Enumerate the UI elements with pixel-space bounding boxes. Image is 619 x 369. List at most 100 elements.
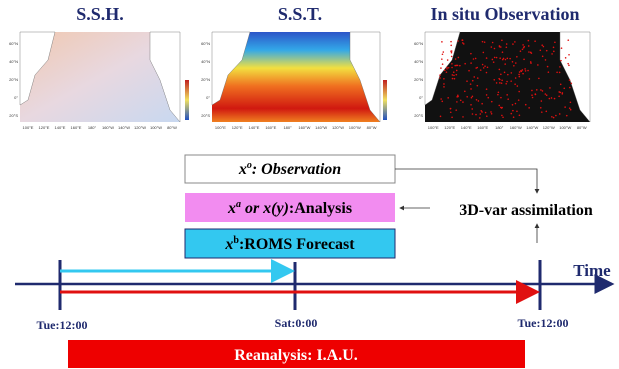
map-x-label: 100°E — [23, 125, 34, 130]
obs-dot — [457, 65, 459, 67]
obs-dot — [450, 50, 452, 52]
obs-dot — [442, 63, 444, 65]
panel-title: S.S.H. — [76, 4, 124, 24]
obs-dot — [567, 39, 569, 41]
obs-dot — [513, 65, 515, 67]
obs-dot — [563, 88, 565, 90]
obs-dot — [456, 70, 458, 72]
obs-dot — [480, 69, 482, 71]
obs-dot — [498, 105, 500, 107]
obs-dot — [486, 94, 488, 96]
obs-dot — [512, 110, 514, 112]
map-x-label: 140°W — [526, 125, 538, 130]
obs-dot — [547, 66, 549, 68]
map-y-label: 20°S — [201, 113, 210, 118]
obs-dot — [439, 74, 441, 76]
obs-dot — [451, 56, 453, 58]
obs-dot — [475, 58, 477, 60]
obs-dot — [477, 77, 479, 79]
obs-dot — [523, 47, 525, 49]
obs-dot — [441, 41, 443, 43]
obs-dot — [551, 116, 553, 118]
obs-dot — [501, 82, 503, 84]
obs-dot — [504, 63, 506, 65]
map-x-label: 140°W — [315, 125, 327, 130]
obs-dot — [567, 63, 569, 65]
obs-dot — [534, 93, 536, 95]
obs-dot — [519, 114, 521, 116]
obs-dot — [442, 51, 444, 53]
map-x-label: 120°E — [444, 125, 455, 130]
obs-dot — [472, 113, 474, 115]
obs-dot — [446, 71, 448, 73]
map-y-label: 0° — [419, 95, 423, 100]
obs-dot — [545, 111, 547, 113]
obs-dot — [545, 59, 547, 61]
obs-dot — [485, 112, 487, 114]
obs-dot — [452, 78, 454, 80]
obs-dot — [440, 98, 442, 100]
obs-dot — [541, 100, 543, 102]
obs-arrow — [395, 169, 537, 193]
obs-dot — [450, 45, 452, 47]
obs-dot — [457, 40, 459, 42]
obs-dot — [546, 50, 548, 52]
obs-dot — [451, 63, 453, 65]
obs-dot — [443, 86, 445, 88]
obs-dot — [506, 94, 508, 96]
obs-dot — [482, 41, 484, 43]
obs-dot — [562, 93, 564, 95]
obs-dot — [506, 81, 508, 83]
obs-dot — [507, 98, 509, 100]
obs-dot — [507, 74, 509, 76]
obs-dot — [556, 72, 558, 74]
obs-dot — [553, 117, 555, 119]
obs-dot — [532, 97, 534, 99]
obs-dot — [519, 76, 521, 78]
obs-dot — [545, 93, 547, 95]
obs-dot — [499, 57, 501, 59]
obs-dot — [450, 108, 452, 110]
obs-dot — [456, 74, 458, 76]
map-x-label: 160°E — [477, 125, 488, 130]
obs-dot — [522, 48, 524, 50]
obs-dot — [518, 99, 520, 101]
obs-dot — [498, 92, 500, 94]
obs-dot — [559, 66, 561, 68]
obs-dot — [490, 111, 492, 113]
obs-dot — [473, 76, 475, 78]
obs-dot — [543, 46, 545, 48]
obs-dot — [518, 74, 520, 76]
obs-dot — [528, 40, 530, 42]
obs-dot — [477, 85, 479, 87]
obs-dot — [502, 116, 504, 118]
map-x-label: 120°E — [232, 125, 243, 130]
obs-dot — [452, 74, 454, 76]
obs-dot — [455, 109, 457, 111]
obs-dot — [487, 67, 489, 69]
obs-dot — [486, 57, 488, 59]
obs-dot — [456, 101, 458, 103]
obs-dot — [534, 40, 536, 42]
obs-dot — [481, 111, 483, 113]
map-x-label: 80°W — [367, 125, 377, 130]
map-x-label: 140°E — [55, 125, 66, 130]
obs-dot — [507, 58, 509, 60]
analysis-label: xa or x(y):Analysis — [227, 199, 352, 217]
time-label: Time — [573, 261, 611, 280]
obs-dot — [554, 98, 556, 100]
obs-dot — [479, 117, 481, 119]
map-y-label: 20°S — [414, 113, 423, 118]
obs-dot — [541, 111, 543, 113]
obs-dot — [440, 116, 442, 118]
map-x-label: 120°E — [39, 125, 50, 130]
obs-dot — [536, 89, 538, 91]
obs-dot — [531, 52, 533, 54]
map-x-label: 180° — [88, 125, 97, 130]
obs-dot — [569, 79, 571, 81]
diagram: S.S.H. S.S.T. In situ Observation 100°E1… — [0, 0, 619, 369]
obs-dot — [501, 79, 503, 81]
obs-dot — [509, 58, 511, 60]
obs-dot — [512, 104, 514, 106]
map-x-label: 160°E — [265, 125, 276, 130]
